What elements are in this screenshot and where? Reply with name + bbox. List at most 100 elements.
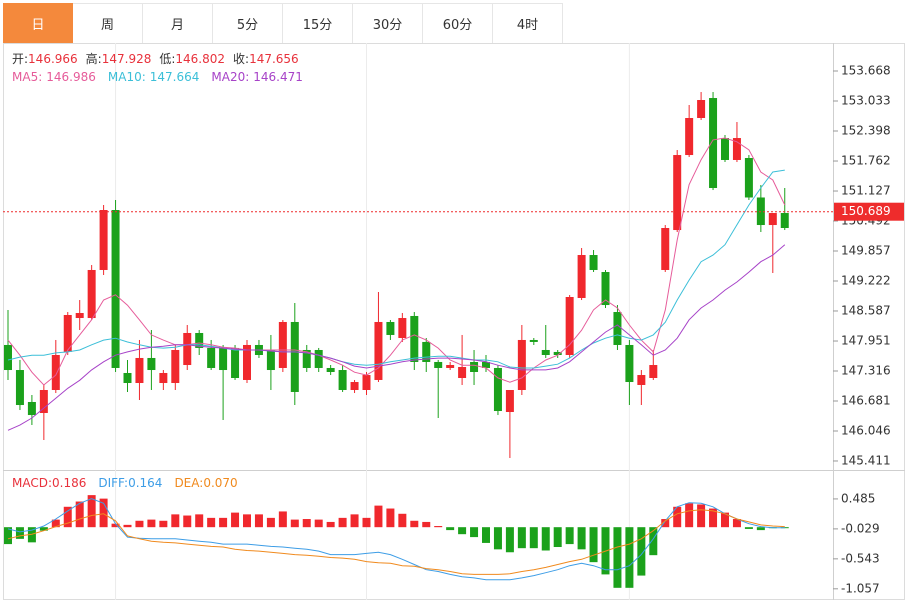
period-tab[interactable]: 月 — [143, 3, 213, 43]
legend-name: DIFF: — [98, 476, 128, 490]
candle-body — [625, 344, 634, 383]
candle-body — [577, 255, 586, 298]
macd-bar — [87, 495, 96, 528]
candle-body — [565, 296, 574, 355]
legend-name: MACD: — [12, 476, 52, 490]
legend-name: MA20: — [211, 70, 249, 84]
ma-line — [7, 169, 785, 369]
candle-body — [135, 357, 144, 384]
candle-body — [661, 227, 670, 270]
macd-bar — [505, 527, 514, 553]
macd-bar — [458, 527, 467, 535]
info-label: 开: — [12, 52, 28, 66]
macd-bar — [589, 527, 598, 563]
macd-bar — [254, 514, 263, 528]
candle-body — [243, 344, 251, 380]
y-tick-label: 153.668 — [841, 64, 891, 78]
candle-body — [673, 155, 682, 231]
info-label: 收: — [233, 52, 249, 66]
macd-bar — [709, 508, 718, 528]
macd-bar — [207, 517, 216, 528]
candle-body — [147, 357, 156, 371]
macd-bar — [744, 527, 753, 529]
macd-bar — [721, 512, 729, 528]
macd-bar — [243, 514, 251, 528]
macd-bar — [374, 505, 383, 528]
legend-value: 146.471 — [253, 70, 303, 84]
macd-bar — [63, 506, 72, 528]
candle-body — [780, 213, 789, 228]
last-price-label: 150.689 — [841, 204, 891, 218]
y-tick-label: 151.762 — [841, 154, 891, 168]
macd-bar — [302, 519, 311, 528]
candle-body — [39, 389, 48, 413]
candle-body — [697, 100, 706, 119]
legend-value: 146.986 — [46, 70, 96, 84]
macd-bar — [470, 527, 479, 538]
macd-bar — [266, 517, 275, 528]
candle-body — [278, 321, 287, 368]
info-label: 低: — [159, 52, 175, 66]
candle-body — [422, 341, 431, 362]
candle-body — [601, 272, 610, 306]
macd-bar — [482, 527, 490, 543]
y-tick-label: 145.411 — [841, 453, 891, 467]
candle-body — [195, 332, 204, 348]
last-price-box — [834, 202, 904, 221]
period-tab[interactable]: 5分 — [213, 3, 283, 43]
macd-bar — [27, 527, 36, 543]
macd-bar — [565, 527, 574, 545]
period-tab[interactable]: 周 — [73, 3, 143, 43]
period-tab[interactable]: 4时 — [493, 3, 563, 43]
candle-body — [326, 367, 335, 372]
macd-bar — [398, 513, 407, 528]
y-tick-label: 148.587 — [841, 303, 891, 317]
macd-bar — [422, 521, 431, 528]
candle-body — [183, 332, 192, 366]
candle-body — [374, 321, 383, 380]
candle-body — [159, 372, 168, 384]
candle-body — [51, 354, 60, 390]
macd-bar — [613, 527, 622, 588]
candle-body — [231, 347, 240, 378]
candle-body — [458, 366, 467, 378]
y-tick-label: 147.316 — [841, 364, 891, 378]
y-tick-label: 151.127 — [841, 184, 891, 198]
y-tick-label: 146.046 — [841, 423, 891, 437]
macd-bar — [541, 527, 550, 551]
candle-body — [732, 138, 741, 160]
candle-body — [505, 389, 514, 413]
candle-body — [87, 269, 96, 319]
candle-body — [314, 349, 323, 368]
candle-body — [434, 361, 443, 368]
candle-body — [446, 365, 455, 368]
period-tab[interactable]: 日 — [3, 3, 73, 43]
macd-bar — [493, 527, 502, 550]
macd-bar — [195, 514, 204, 528]
macd-bar — [183, 515, 192, 528]
macd-bar — [51, 519, 60, 528]
period-tab[interactable]: 60分 — [423, 3, 493, 43]
period-tab[interactable]: 30分 — [353, 3, 423, 43]
candle-body — [63, 314, 72, 352]
candle-body — [350, 382, 359, 390]
y-tick-label: 146.681 — [841, 393, 891, 407]
macd-bar — [529, 527, 538, 549]
candle-body — [744, 158, 753, 198]
candle-body — [482, 361, 490, 368]
legend: MA5: 146.986 MA10: 147.664 MA20: 146.471 — [12, 70, 303, 84]
candle-body — [171, 349, 180, 384]
y-tick-label: 147.951 — [841, 334, 891, 348]
candle-body — [302, 349, 311, 368]
candle-body — [4, 344, 12, 371]
macd-bar — [386, 508, 395, 528]
y-tick-label: 152.398 — [841, 123, 891, 137]
macd-bar — [99, 498, 108, 528]
macd-bar — [732, 519, 741, 528]
period-tab[interactable]: 15分 — [283, 3, 353, 43]
macd-bar — [350, 514, 359, 528]
macd-bar — [756, 527, 765, 531]
candle-body — [529, 339, 538, 342]
macd-bar — [15, 527, 24, 539]
